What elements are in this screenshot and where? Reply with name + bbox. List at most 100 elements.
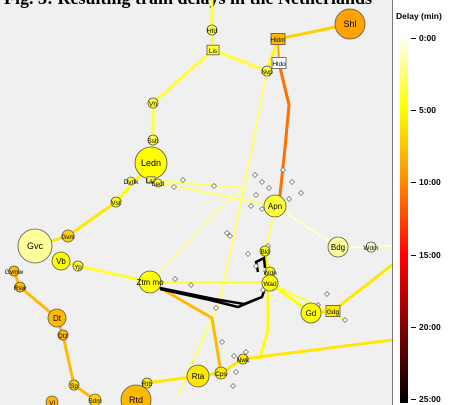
station-marker[interactable]	[68, 379, 80, 391]
station-marker[interactable]	[88, 393, 102, 405]
station-marker[interactable]	[270, 33, 286, 46]
station-marker[interactable]	[138, 270, 162, 294]
train-marker[interactable]	[227, 233, 233, 239]
station-marker[interactable]	[325, 304, 341, 317]
station-dvnk[interactable]: Dvnk	[124, 176, 140, 186]
station-wdm[interactable]: Wdm	[363, 241, 379, 253]
train-marker[interactable]	[259, 179, 265, 185]
station-marker[interactable]	[57, 329, 69, 341]
station-vh[interactable]: Vh	[147, 97, 159, 109]
station-gvc[interactable]: Gvc	[17, 228, 53, 264]
station-ztmo[interactable]: Ztm mo	[136, 270, 164, 294]
station-wad[interactable]: Wad	[261, 274, 279, 292]
station-marker[interactable]	[186, 364, 210, 388]
train-marker[interactable]	[324, 291, 330, 297]
station-marker[interactable]	[120, 384, 152, 405]
station-yp[interactable]: Yp	[72, 260, 84, 272]
station-apn[interactable]: Apn	[263, 194, 287, 218]
train-marker[interactable]	[211, 183, 217, 189]
station-ledl[interactable]: Ledl	[152, 178, 165, 188]
station-marker[interactable]	[61, 229, 75, 243]
station-marker[interactable]	[47, 308, 67, 328]
train-marker[interactable]	[280, 167, 286, 173]
station-bkl[interactable]: Bkl	[259, 245, 271, 257]
station-marker[interactable]	[153, 178, 163, 188]
train-marker[interactable]	[289, 179, 295, 185]
station-marker[interactable]	[8, 265, 20, 277]
train-marker[interactable]	[259, 206, 265, 212]
station-marker[interactable]	[206, 44, 220, 56]
train-marker[interactable]	[253, 192, 259, 198]
station-gdg[interactable]: Gdg	[325, 304, 341, 317]
station-marker[interactable]	[110, 196, 122, 208]
station-marker[interactable]	[259, 245, 271, 257]
station-marker[interactable]	[334, 8, 366, 40]
station-marker[interactable]	[214, 366, 228, 380]
station-marker[interactable]	[271, 57, 287, 70]
station-ssh[interactable]: Ssh	[147, 134, 159, 146]
train-marker[interactable]	[231, 353, 237, 359]
train-marker[interactable]	[253, 263, 259, 269]
station-sdm[interactable]: Sdm	[88, 393, 102, 405]
train-marker[interactable]	[243, 349, 249, 355]
station-vb[interactable]: Vb	[51, 251, 71, 271]
train-marker[interactable]	[266, 185, 272, 191]
train-marker[interactable]	[213, 305, 219, 311]
station-marker[interactable]	[14, 281, 26, 293]
train-marker[interactable]	[224, 230, 230, 236]
station-rtd[interactable]: Rtd	[120, 384, 152, 405]
station-marker[interactable]	[263, 194, 287, 218]
station-lis[interactable]: Lis	[206, 44, 220, 56]
station-shl[interactable]: Shl	[334, 8, 366, 40]
station-gvm[interactable]: Gvm	[61, 229, 75, 243]
train-marker[interactable]	[180, 177, 186, 183]
station-marker[interactable]	[300, 302, 322, 324]
station-dt[interactable]: Dt	[47, 308, 67, 328]
station-rsw[interactable]: Rsw	[14, 281, 27, 293]
station-marker[interactable]	[147, 97, 159, 109]
station-marker[interactable]	[365, 241, 377, 253]
station-marker[interactable]	[45, 395, 59, 405]
station-marker[interactable]	[206, 24, 218, 36]
train-marker[interactable]	[233, 369, 239, 375]
station-hfd[interactable]: Hfd	[206, 24, 218, 36]
station-gd[interactable]: Gd	[300, 302, 322, 324]
station-gvmw[interactable]: Gvmw	[5, 265, 24, 277]
train-marker[interactable]	[248, 203, 254, 209]
station-rta[interactable]: Rta	[186, 364, 210, 388]
railway-network-map[interactable]: Shl Hfd Hldm Hldo Lis Nvp Vh Ssh Ledn Dvnk LaaLedl…	[0, 0, 392, 405]
train-marker[interactable]	[286, 196, 292, 202]
train-marker[interactable]	[245, 251, 251, 257]
station-bdg[interactable]: Bdg	[327, 236, 349, 258]
track-segment	[211, 48, 269, 73]
station-hldm[interactable]: Hldm	[270, 33, 286, 46]
train-marker[interactable]	[219, 339, 225, 345]
station-marker[interactable]	[261, 65, 273, 77]
station-vl[interactable]: Vl	[45, 395, 59, 405]
train-marker[interactable]	[298, 190, 304, 196]
station-ledn[interactable]: Ledn	[134, 146, 168, 180]
station-marker[interactable]	[17, 228, 53, 264]
station-sp[interactable]: Sp	[68, 379, 80, 391]
train-marker[interactable]	[230, 383, 236, 389]
train-marker[interactable]	[252, 172, 258, 178]
station-marker[interactable]	[72, 260, 84, 272]
station-nvp[interactable]: Nvp	[261, 65, 273, 77]
station-marker[interactable]	[327, 236, 349, 258]
station-rtb[interactable]: Rtb	[141, 377, 153, 389]
station-marker[interactable]	[141, 377, 153, 389]
station-marker[interactable]	[237, 353, 249, 365]
station-dtz[interactable]: Dtz	[57, 329, 69, 341]
station-marker[interactable]	[261, 274, 279, 292]
train-marker[interactable]	[172, 276, 178, 282]
station-nwk[interactable]: Nwk	[237, 353, 250, 365]
station-marker[interactable]	[51, 251, 71, 271]
station-marker[interactable]	[126, 176, 136, 186]
train-marker[interactable]	[342, 317, 348, 323]
station-hldo[interactable]: Hldo	[271, 57, 287, 70]
station-cps[interactable]: Cps	[214, 366, 228, 380]
train-marker[interactable]	[188, 282, 194, 288]
train-marker[interactable]	[171, 184, 177, 190]
station-marker[interactable]	[147, 134, 159, 146]
station-vst[interactable]: Vst	[110, 196, 122, 208]
